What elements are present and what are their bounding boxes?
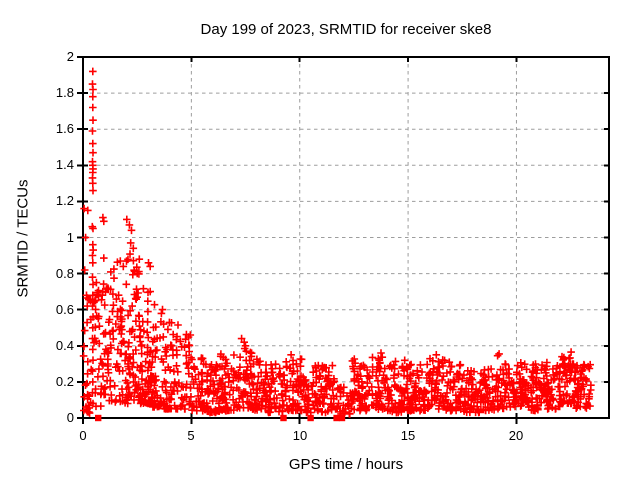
y-tick-label: 1.2 [55, 193, 74, 208]
y-tick-label: 2 [66, 49, 74, 64]
x-tick-label: 20 [508, 428, 524, 443]
zero-flag-square-marker [333, 414, 340, 422]
zero-flag-square-marker [95, 414, 102, 422]
y-tick-label: 0 [66, 410, 74, 425]
zero-flag-square-marker [280, 414, 287, 422]
scatter-plus-markers [79, 67, 595, 418]
chart-title: Day 199 of 2023, SRMTID for receiver ske… [200, 21, 492, 38]
y-tick-label: 1.4 [55, 157, 74, 172]
grid-lines [83, 57, 609, 418]
y-tick-label: 0.8 [55, 266, 74, 281]
y-tick-label: 1 [66, 230, 74, 245]
y-tick-label: 1.6 [55, 121, 74, 136]
x-tick-label: 15 [400, 428, 416, 443]
zero-flag-square-marker [307, 414, 314, 422]
x-tick-label: 10 [292, 428, 308, 443]
zero-flag-square-marker [338, 414, 346, 422]
x-tick-label: 0 [79, 428, 87, 443]
y-tick-label: 0.4 [55, 338, 74, 353]
y-tick-label: 0.2 [55, 374, 74, 389]
y-tick-label: 0.6 [55, 302, 74, 317]
y-tick-label: 1.8 [55, 85, 74, 100]
x-tick-label: 5 [187, 428, 195, 443]
x-axis-label: GPS time / hours [288, 456, 404, 473]
